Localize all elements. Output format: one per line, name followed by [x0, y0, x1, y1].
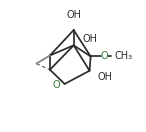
Text: OH: OH — [98, 72, 112, 82]
Text: CH₃: CH₃ — [114, 51, 133, 62]
Text: O: O — [100, 51, 108, 62]
Text: O: O — [53, 80, 60, 90]
Text: OH: OH — [83, 34, 98, 44]
Text: OH: OH — [66, 10, 81, 20]
